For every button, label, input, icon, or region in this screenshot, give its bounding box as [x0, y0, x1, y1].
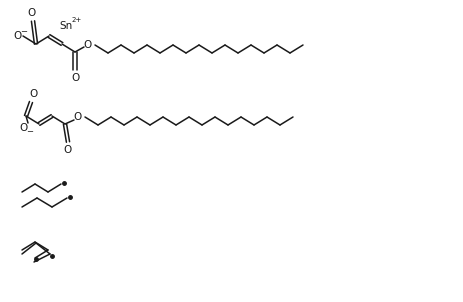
- Text: O: O: [83, 40, 91, 50]
- Text: Sn: Sn: [60, 21, 73, 31]
- Text: O: O: [19, 123, 27, 133]
- Text: O: O: [14, 31, 22, 41]
- Text: −: −: [26, 127, 33, 137]
- Text: O: O: [64, 145, 72, 155]
- Text: O: O: [28, 8, 36, 18]
- Text: 2+: 2+: [71, 17, 82, 23]
- Text: O: O: [73, 112, 81, 122]
- Text: O: O: [71, 73, 79, 83]
- Text: O: O: [29, 89, 37, 99]
- Text: −: −: [20, 27, 27, 37]
